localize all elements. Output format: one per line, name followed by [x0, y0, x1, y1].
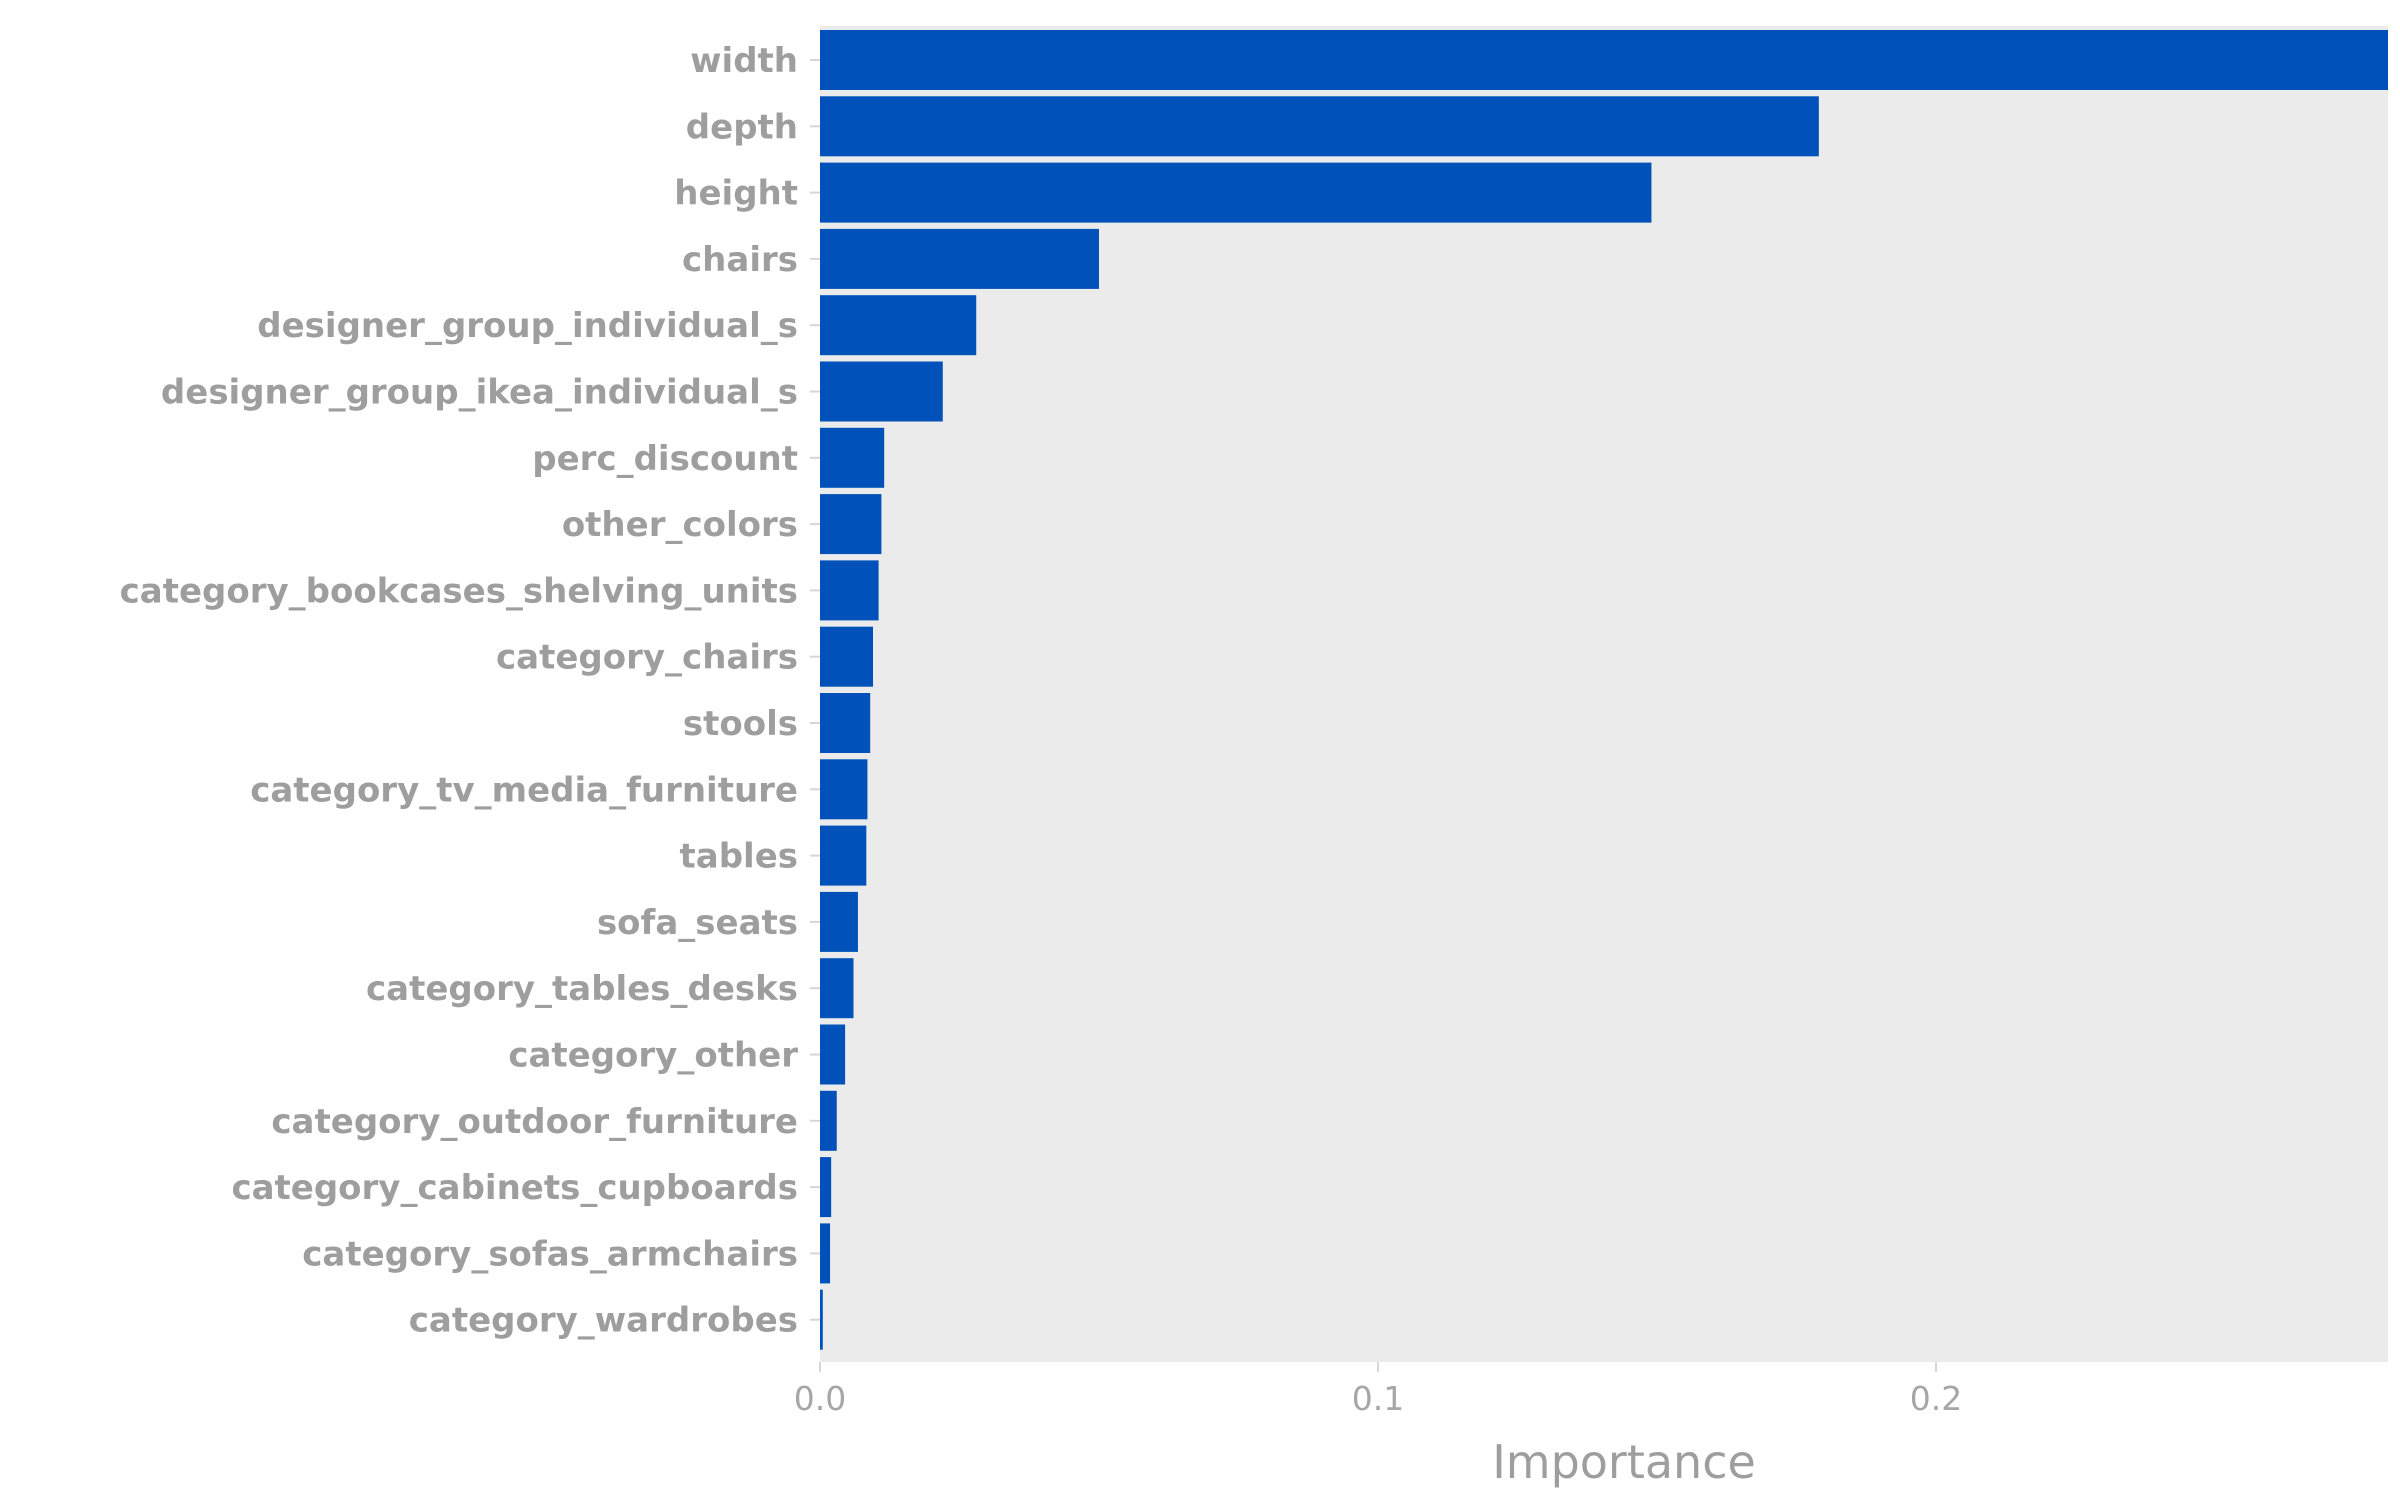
- category-label-other_colors: other_colors: [562, 505, 798, 545]
- bar-sofa_seats: [820, 891, 858, 952]
- category-labels: width depth height chairs designer_group_ind…: [120, 41, 799, 1341]
- category-label-chairs: chairs: [682, 240, 798, 280]
- category-label-tables: tables: [680, 837, 799, 877]
- category-label-height: height: [674, 174, 798, 214]
- category-label-category_chairs: category_chairs: [496, 638, 798, 678]
- bar-depth: [820, 96, 1819, 157]
- bar-other_colors: [820, 494, 882, 555]
- category-label-stools: stools: [683, 704, 798, 744]
- category-label-category_bookcases_shelving_units: category_bookcases_shelving_units: [120, 571, 798, 611]
- bar-tables: [820, 825, 867, 886]
- bars-group: [820, 30, 2388, 1350]
- bar-category_tv_media_furniture: [820, 759, 868, 820]
- category-label-category_outdoor_furniture: category_outdoor_furniture: [271, 1102, 798, 1142]
- category-label-category_cabinets_cupboards: category_cabinets_cupboards: [231, 1168, 798, 1208]
- category-label-category_tv_media_furniture: category_tv_media_furniture: [250, 770, 798, 810]
- category-label-category_wardrobes: category_wardrobes: [409, 1301, 798, 1341]
- bar-category_outdoor_furniture: [820, 1090, 837, 1151]
- category-label-designer_group_individual_s: designer_group_individual_s: [257, 306, 798, 346]
- x-axis-ticks: 0.0 0.1 0.2: [794, 1362, 1962, 1418]
- bar-height: [820, 162, 1652, 223]
- x-axis-title: Importance: [1492, 1435, 1756, 1489]
- bar-designer_group_individual_s: [820, 295, 977, 356]
- category-label-category_tables_desks: category_tables_desks: [366, 969, 798, 1009]
- category-label-sofa_seats: sofa_seats: [597, 903, 798, 943]
- bar-stools: [820, 693, 871, 753]
- bar-category_sofas_armchairs: [820, 1223, 831, 1284]
- bar-category_chairs: [820, 626, 874, 687]
- category-label-category_other: category_other: [508, 1036, 798, 1076]
- x-tick-label-0.1: 0.1: [1352, 1379, 1404, 1418]
- bar-category_bookcases_shelving_units: [820, 560, 879, 621]
- category-label-category_sofas_armchairs: category_sofas_armchairs: [302, 1234, 798, 1274]
- bar-width: [820, 30, 2388, 90]
- bar-chairs: [820, 228, 1100, 289]
- category-label-perc_discount: perc_discount: [532, 439, 798, 479]
- bar-category_tables_desks: [820, 958, 854, 1019]
- y-axis-ticks: [810, 59, 820, 1321]
- x-tick-label-0.0: 0.0: [794, 1379, 846, 1418]
- bar-perc_discount: [820, 427, 885, 488]
- category-label-designer_group_ikea_individual_s: designer_group_ikea_individual_s: [161, 373, 798, 413]
- x-tick-label-0.2: 0.2: [1910, 1379, 1962, 1418]
- plot-panel: [820, 26, 2388, 1362]
- bar-designer_group_ikea_individual_s: [820, 361, 943, 422]
- bar-category_cabinets_cupboards: [820, 1157, 832, 1218]
- bar-category_other: [820, 1024, 846, 1085]
- category-label-width: width: [690, 41, 798, 81]
- category-label-depth: depth: [686, 107, 798, 147]
- bar-category_wardrobes: [820, 1289, 823, 1350]
